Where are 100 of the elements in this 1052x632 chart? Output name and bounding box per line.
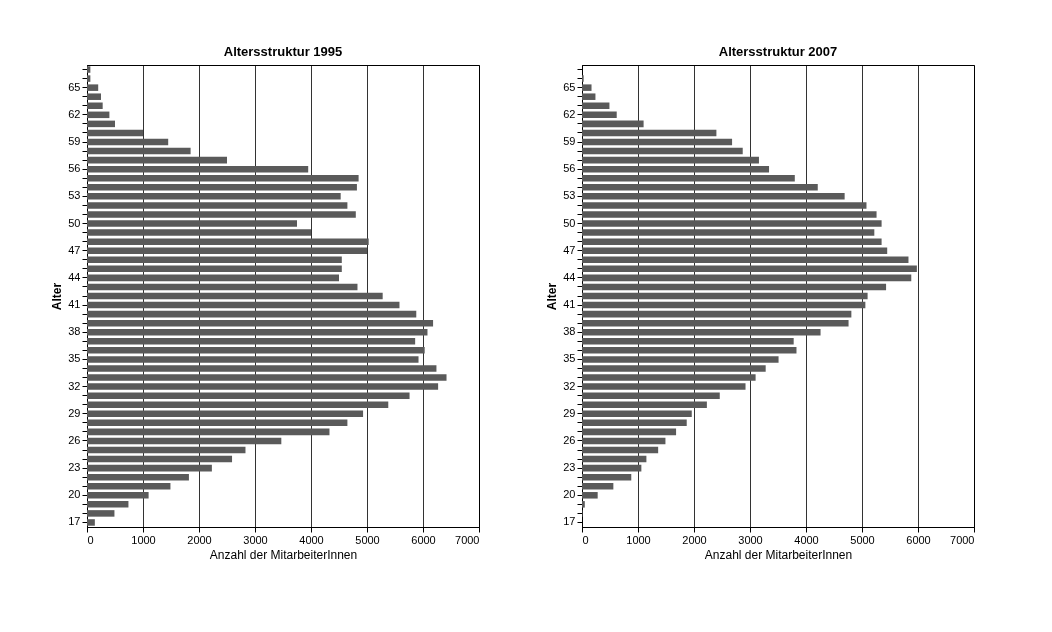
bar: [582, 156, 759, 164]
bar: [87, 510, 115, 517]
bar: [582, 165, 770, 173]
x-tick-label: 0: [87, 533, 94, 546]
y-axis-title: Alter: [50, 282, 65, 311]
chart-title: Altersstruktur 2007: [718, 44, 838, 60]
bar: [582, 437, 666, 445]
bar: [87, 446, 246, 454]
y-tick-label: 44: [563, 270, 576, 283]
bar: [582, 184, 818, 191]
bar: [87, 383, 439, 390]
bar: [87, 265, 342, 273]
y-tick-label: 20: [68, 488, 81, 501]
bar: [582, 492, 598, 499]
bar: [582, 356, 779, 363]
bar: [87, 174, 359, 182]
bar: [582, 220, 882, 227]
y-tick-label: 65: [68, 80, 81, 93]
x-axis-title: Anzahl der MitarbeiterInnen: [209, 547, 358, 562]
bar: [582, 265, 917, 273]
chart-title: Altersstruktur 1995: [223, 44, 343, 60]
y-axis-title: Alter: [545, 282, 560, 311]
bar: [87, 247, 367, 254]
y-tick-label: 38: [68, 325, 81, 338]
bar: [582, 129, 717, 137]
y-tick-label: 23: [68, 461, 81, 474]
bar: [582, 301, 866, 309]
bar: [87, 374, 447, 381]
y-tick-label: 23: [563, 461, 576, 474]
bar: [582, 229, 875, 236]
y-tick-label: 20: [563, 488, 576, 501]
bar: [87, 365, 437, 372]
y-tick-label: 44: [68, 270, 81, 283]
bar: [87, 75, 91, 82]
bar: [87, 492, 149, 499]
bar: [87, 156, 227, 164]
bar: [87, 111, 110, 119]
bar: [87, 256, 342, 264]
x-tick-label: 4000: [299, 533, 324, 546]
bar: [87, 202, 348, 209]
x-tick-label: 0: [582, 533, 589, 546]
bar: [87, 184, 357, 191]
bar: [582, 292, 868, 300]
bar: [87, 220, 297, 227]
bar: [87, 410, 364, 418]
y-tick-label: 17: [563, 515, 576, 528]
bar: [582, 365, 766, 372]
bar: [87, 356, 419, 363]
bar: [87, 464, 212, 472]
bar: [582, 383, 746, 390]
bar: [582, 111, 617, 119]
bar: [582, 392, 720, 399]
bar: [582, 247, 888, 254]
bar: [582, 211, 877, 218]
x-tick-label: 5000: [850, 533, 875, 546]
y-tick-label: 26: [563, 433, 576, 446]
bar: [582, 193, 845, 200]
y-tick-label: 56: [563, 162, 576, 175]
bar: [87, 482, 171, 490]
bar: [87, 120, 115, 128]
bar: [87, 310, 417, 318]
x-tick-label: 6000: [906, 533, 931, 546]
bar: [87, 519, 95, 526]
x-tick-label: 7000: [950, 533, 975, 546]
bar: [582, 446, 659, 454]
y-tick-label: 26: [68, 433, 81, 446]
bar: [582, 274, 912, 282]
bar: [582, 256, 909, 264]
y-tick-label: 62: [563, 107, 576, 120]
bar: [582, 84, 592, 91]
y-tick-label: 50: [563, 216, 576, 229]
bar: [87, 283, 358, 291]
y-tick-label: 32: [563, 379, 576, 392]
x-tick-label: 7000: [455, 533, 480, 546]
y-tick-label: 59: [563, 135, 576, 147]
bar: [87, 84, 99, 91]
bar: [87, 401, 389, 408]
x-tick-label: 1000: [131, 533, 156, 546]
y-tick-label: 41: [563, 298, 576, 311]
bar: [582, 428, 677, 436]
bar: [87, 274, 339, 282]
bar: [582, 138, 733, 146]
y-tick-label: 53: [68, 189, 81, 202]
bar: [87, 319, 434, 327]
y-tick-label: 50: [68, 216, 81, 229]
x-tick-label: 2000: [682, 533, 707, 546]
y-tick-label: 32: [68, 379, 81, 392]
bar: [582, 455, 647, 463]
bar: [582, 328, 821, 336]
bar: [582, 473, 632, 481]
bar: [582, 410, 692, 418]
x-tick-label: 3000: [738, 533, 763, 546]
bar: [582, 120, 644, 128]
bar: [87, 66, 91, 73]
y-tick-label: 47: [68, 243, 81, 256]
bar: [87, 193, 341, 200]
bar: [582, 310, 852, 318]
bar: [87, 147, 191, 155]
bar: [582, 482, 614, 490]
bar: [87, 292, 383, 300]
